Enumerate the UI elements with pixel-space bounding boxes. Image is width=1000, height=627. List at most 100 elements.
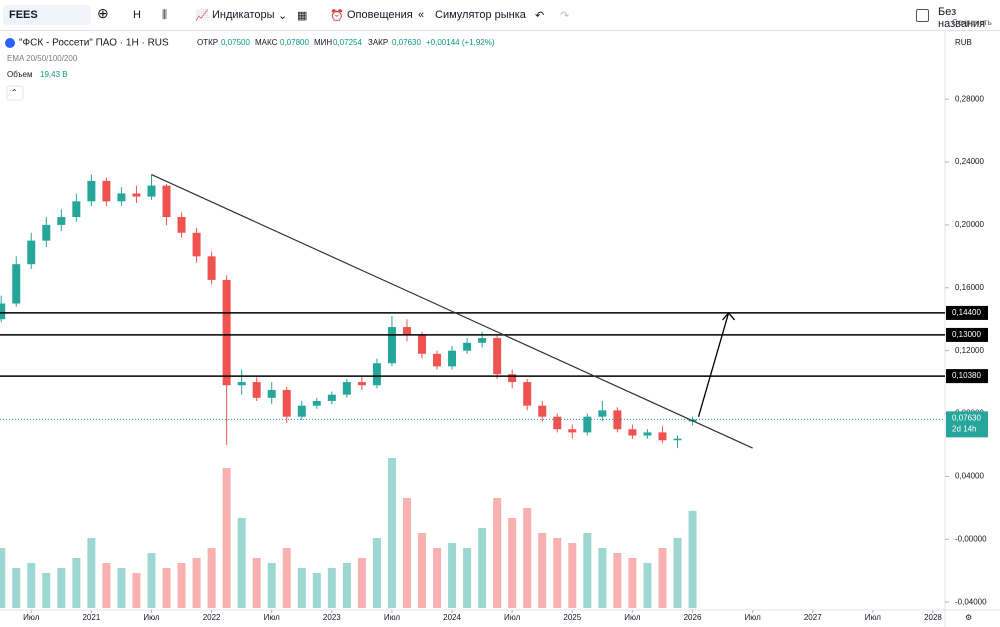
y-tick-label: -0,04000 xyxy=(955,597,987,606)
volume-bar xyxy=(72,558,81,608)
y-tick-label: 0,28000 xyxy=(955,94,984,103)
volume-bar xyxy=(418,533,427,608)
arrow-head xyxy=(722,311,736,321)
x-tick-label: Июл xyxy=(143,613,160,622)
currency[interactable]: RUB xyxy=(955,38,972,47)
volume-bar xyxy=(282,548,291,608)
symbol[interactable]: FEES xyxy=(9,9,38,21)
candle-body xyxy=(598,410,607,417)
undo[interactable]: ↶ xyxy=(535,10,545,22)
candle-body xyxy=(673,438,682,441)
volume-bar xyxy=(643,563,652,608)
last-price-bg xyxy=(946,411,988,438)
candle-body xyxy=(643,432,652,436)
candle-body xyxy=(147,185,156,197)
volume-bar xyxy=(27,563,36,608)
replay-icon[interactable]: « xyxy=(418,9,425,21)
volume-bar xyxy=(267,563,276,608)
volume-bar xyxy=(402,498,411,608)
x-tick-label: Июл xyxy=(745,613,762,622)
volume-bar xyxy=(102,563,111,608)
candle-body xyxy=(267,389,276,398)
collapse-icon[interactable]: ⌃ xyxy=(11,88,18,97)
alerts-button[interactable]: Оповещения xyxy=(347,9,413,21)
compare-button[interactable]: ⊕ xyxy=(97,5,109,21)
alert-icon[interactable]: ⏰ xyxy=(330,10,344,22)
level-label-bg xyxy=(946,305,988,320)
volume-bar xyxy=(12,568,21,608)
candle-body xyxy=(418,334,427,354)
replay-button[interactable]: Симулятор рынка xyxy=(435,9,526,21)
legend: "ФСК - Россети" ПАО · 1Н · RUS ОТКР 0,07… xyxy=(5,38,972,622)
low-label: МИН xyxy=(314,38,332,47)
symbol-logo xyxy=(5,38,15,48)
volume-bar xyxy=(673,538,682,608)
x-tick-label: 2025 xyxy=(563,613,581,622)
layout-checkbox[interactable] xyxy=(916,9,929,22)
save-button[interactable]: Сохранить xyxy=(952,18,992,27)
symbol-box[interactable] xyxy=(3,5,91,25)
candle-body xyxy=(553,416,562,430)
y-tick-label: 0,04000 xyxy=(955,472,984,481)
open-value: 0,07500 xyxy=(221,38,250,47)
volume-bar xyxy=(433,548,442,608)
candle-body xyxy=(312,400,321,406)
chart-type-icon[interactable]: ⫼ xyxy=(162,9,168,21)
countdown: 2d 14h xyxy=(952,424,976,433)
redo[interactable]: ↷ xyxy=(560,10,570,22)
volume-bar xyxy=(372,538,381,608)
x-tick-label: Июл xyxy=(624,613,641,622)
candle-body xyxy=(613,410,622,430)
layout-name[interactable]: Без названия xyxy=(938,6,986,30)
volume-bar xyxy=(523,508,532,608)
volume-bar xyxy=(42,573,51,608)
candle-body xyxy=(508,374,517,383)
volume-label: Объем xyxy=(7,70,33,79)
x-tick-label: 2024 xyxy=(443,613,461,622)
last-price-label: 0,07630 xyxy=(952,413,981,422)
candle-body xyxy=(102,180,111,202)
volume-bar xyxy=(312,573,321,608)
candle-body xyxy=(72,201,81,218)
ema-label: EMA 20/50/100/200 xyxy=(7,54,78,63)
volume-bar xyxy=(222,468,231,608)
trendline xyxy=(151,174,753,449)
x-tick-label: Июл xyxy=(504,613,521,622)
volume-bar xyxy=(87,538,96,608)
open-label: ОТКР xyxy=(197,38,218,47)
volume-bar xyxy=(357,558,366,608)
close-value: 0,07630 xyxy=(392,38,421,47)
candle-body xyxy=(282,389,291,417)
close-label: ЗАКР xyxy=(368,38,388,47)
volume-bar xyxy=(162,568,171,608)
candle-body xyxy=(0,303,6,320)
candle-body xyxy=(222,279,231,386)
high-label: МАКС xyxy=(255,38,278,47)
level-label: 0,10380 xyxy=(952,371,981,380)
low-value: 0,07254 xyxy=(333,38,362,47)
volume-bar xyxy=(448,543,457,608)
layout-icon[interactable]: ▦ xyxy=(297,10,308,22)
level-label: 0,13000 xyxy=(952,330,981,339)
candle-body xyxy=(342,382,351,395)
volume-bar xyxy=(57,568,66,608)
x-tick-label: 2026 xyxy=(684,613,702,622)
candle-body xyxy=(583,416,592,433)
candle-body xyxy=(658,432,667,441)
dropdown[interactable]: ⌄ xyxy=(278,10,288,22)
candle-body xyxy=(387,327,396,364)
candle-body xyxy=(192,232,201,257)
settings-icon[interactable]: ⚙ xyxy=(965,613,972,622)
indicators-button[interactable]: Индикаторы xyxy=(212,9,275,21)
candle-body xyxy=(493,338,502,375)
x-tick-label: 2023 xyxy=(323,613,341,622)
volume-bar xyxy=(147,553,156,608)
candle-body xyxy=(132,193,141,197)
interval[interactable]: Н xyxy=(133,9,141,21)
collapse-button[interactable] xyxy=(6,85,24,101)
volume-bar xyxy=(252,558,261,608)
candle-body xyxy=(207,256,216,280)
candle-body xyxy=(463,342,472,351)
indicators-icon[interactable]: 📈 xyxy=(195,10,209,22)
y-tick-label: 0,16000 xyxy=(955,283,984,292)
